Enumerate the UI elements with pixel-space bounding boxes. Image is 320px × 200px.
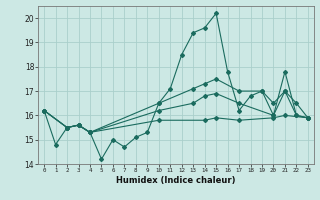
X-axis label: Humidex (Indice chaleur): Humidex (Indice chaleur) xyxy=(116,176,236,185)
